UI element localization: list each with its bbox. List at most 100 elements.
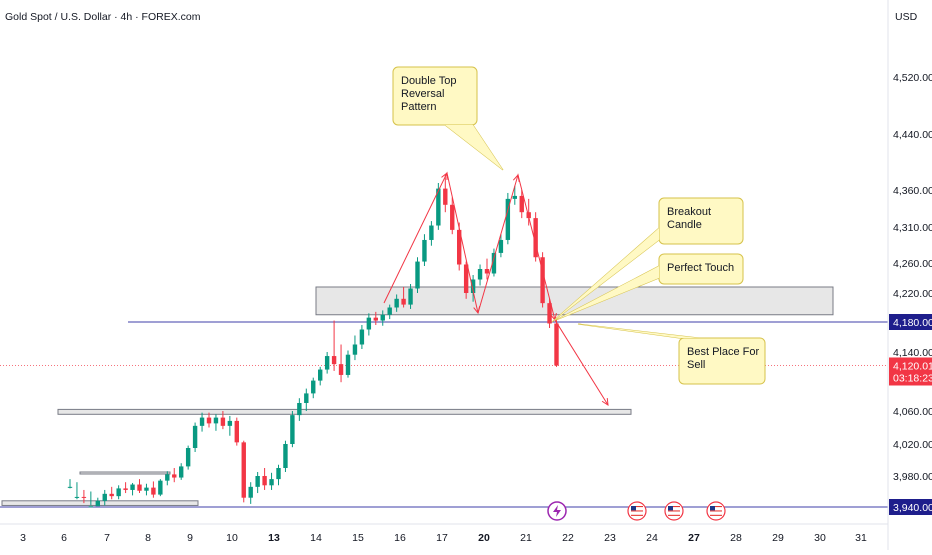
candle[interactable] bbox=[304, 388, 309, 411]
candle[interactable] bbox=[415, 257, 420, 293]
candle[interactable] bbox=[408, 284, 413, 309]
candle[interactable] bbox=[498, 234, 504, 258]
candle-body bbox=[429, 225, 434, 240]
candle[interactable] bbox=[345, 350, 351, 378]
candle[interactable] bbox=[130, 482, 135, 496]
candle[interactable] bbox=[491, 248, 497, 277]
candle[interactable] bbox=[241, 440, 246, 503]
candle[interactable] bbox=[255, 472, 260, 494]
candle[interactable] bbox=[206, 412, 212, 428]
candle[interactable] bbox=[165, 471, 170, 486]
us-flag-event-icon[interactable] bbox=[706, 501, 726, 521]
candle[interactable] bbox=[380, 310, 385, 326]
candle[interactable] bbox=[262, 468, 267, 490]
candle-body bbox=[352, 344, 358, 355]
candle[interactable] bbox=[401, 287, 406, 308]
candle[interactable] bbox=[331, 320, 337, 371]
candle[interactable] bbox=[366, 313, 372, 336]
candle[interactable] bbox=[248, 482, 253, 504]
us-flag-event-icon[interactable] bbox=[664, 501, 684, 521]
candle[interactable] bbox=[74, 482, 80, 500]
candle[interactable] bbox=[547, 298, 552, 328]
candle[interactable] bbox=[199, 412, 205, 432]
candle[interactable] bbox=[227, 415, 233, 436]
candle[interactable] bbox=[443, 174, 448, 213]
candle[interactable] bbox=[137, 479, 142, 494]
candle[interactable] bbox=[311, 377, 316, 399]
candle-body bbox=[109, 493, 114, 497]
candle[interactable] bbox=[185, 445, 191, 470]
candle[interactable] bbox=[359, 325, 365, 349]
minor-level-1[interactable] bbox=[79, 471, 171, 475]
candle[interactable] bbox=[179, 463, 184, 480]
x-tick-label: 14 bbox=[310, 532, 322, 544]
candle[interactable] bbox=[116, 485, 121, 500]
candle[interactable] bbox=[519, 190, 524, 219]
candle[interactable] bbox=[276, 464, 281, 486]
chart-title: Gold Spot / U.S. Dollar · 4h · FOREX.com bbox=[5, 11, 201, 23]
candle[interactable] bbox=[95, 497, 100, 507]
candle-body bbox=[359, 329, 365, 345]
flag-stripe bbox=[710, 512, 722, 514]
candle[interactable] bbox=[457, 222, 462, 271]
us-flag-event-icon[interactable] bbox=[627, 501, 647, 521]
candle[interactable] bbox=[283, 440, 288, 472]
candle[interactable] bbox=[290, 411, 295, 448]
candle[interactable] bbox=[533, 212, 538, 262]
pattern-arrows[interactable] bbox=[383, 171, 609, 406]
callout-line: Breakout bbox=[667, 206, 711, 218]
perfect-touch-callout[interactable]: Perfect Touch bbox=[555, 253, 744, 321]
candle[interactable] bbox=[324, 352, 330, 374]
candle[interactable] bbox=[387, 304, 392, 320]
candle[interactable] bbox=[373, 311, 378, 325]
candle[interactable] bbox=[352, 335, 358, 361]
support-zone[interactable] bbox=[57, 408, 632, 415]
candle[interactable] bbox=[484, 258, 490, 280]
candle[interactable] bbox=[505, 192, 511, 245]
candle-body bbox=[185, 448, 191, 467]
candle[interactable] bbox=[102, 489, 107, 506]
candle[interactable] bbox=[192, 422, 198, 452]
candle[interactable] bbox=[213, 414, 219, 431]
candle[interactable] bbox=[318, 366, 323, 386]
candle[interactable] bbox=[123, 482, 128, 494]
candle-body bbox=[234, 420, 239, 443]
candle[interactable] bbox=[338, 344, 344, 383]
candle[interactable] bbox=[81, 489, 87, 504]
candle[interactable] bbox=[269, 472, 274, 490]
candle[interactable] bbox=[158, 479, 163, 497]
candle[interactable] bbox=[429, 221, 434, 246]
candle[interactable] bbox=[172, 468, 177, 483]
x-tick-label: 22 bbox=[562, 532, 574, 544]
candle[interactable] bbox=[144, 483, 149, 496]
candle[interactable] bbox=[234, 417, 239, 446]
candle[interactable] bbox=[151, 481, 156, 498]
candle[interactable] bbox=[109, 486, 114, 500]
y-tick-label: 4,520.00 bbox=[893, 72, 932, 84]
candle[interactable] bbox=[470, 275, 476, 302]
candle-body bbox=[443, 188, 448, 205]
lightning-event-icon[interactable] bbox=[547, 501, 567, 521]
candle-body bbox=[123, 488, 128, 490]
candle[interactable] bbox=[554, 319, 559, 367]
candle[interactable] bbox=[477, 264, 483, 286]
candle[interactable] bbox=[540, 252, 545, 308]
candle[interactable] bbox=[512, 185, 517, 205]
candle[interactable] bbox=[450, 197, 455, 235]
candle[interactable] bbox=[394, 294, 399, 312]
candle[interactable] bbox=[220, 411, 226, 430]
candle-body bbox=[477, 269, 483, 280]
candle[interactable] bbox=[67, 479, 73, 489]
candle[interactable] bbox=[422, 234, 427, 266]
level-4180-badge: 4,180.00 bbox=[889, 314, 932, 330]
candle-body bbox=[373, 317, 378, 321]
candle[interactable] bbox=[88, 491, 94, 508]
candle-body bbox=[95, 500, 100, 507]
candle[interactable] bbox=[463, 261, 469, 299]
candle[interactable] bbox=[297, 398, 302, 421]
